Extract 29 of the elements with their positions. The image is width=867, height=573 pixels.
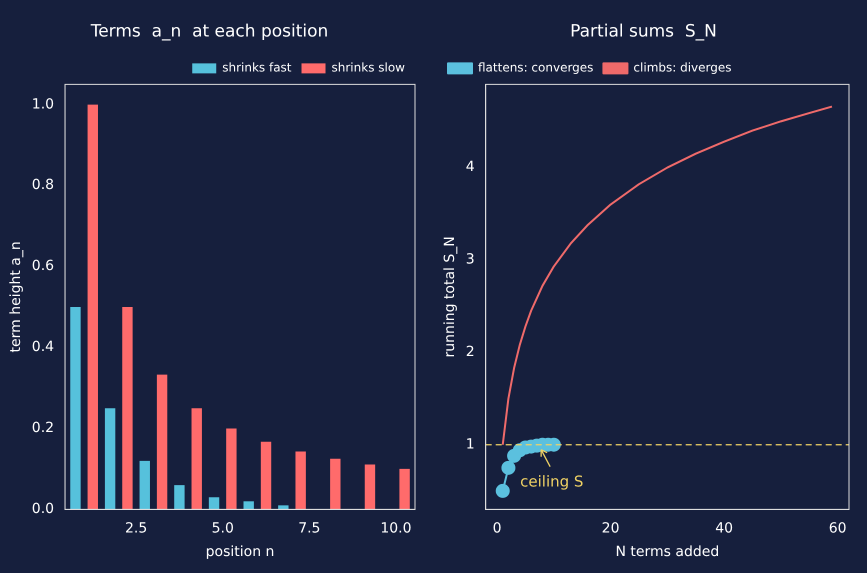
y-tick-label: 0.8 bbox=[32, 177, 54, 194]
x-tick-label: 5.0 bbox=[212, 520, 234, 536]
chart-title: Terms a_n at each position bbox=[90, 22, 328, 42]
y-tick-label: 1 bbox=[466, 436, 475, 452]
y-tick-label: 1.0 bbox=[32, 96, 54, 112]
x-axis-title: position n bbox=[206, 544, 274, 560]
y-tick-label: 4 bbox=[466, 159, 475, 176]
y-tick-label: 0.0 bbox=[32, 501, 54, 518]
annotation: ceiling S bbox=[520, 472, 584, 491]
y-tick-label: 0.2 bbox=[32, 420, 54, 436]
y-axis-title: term height a_n bbox=[8, 241, 24, 353]
legend-label: shrinks fast bbox=[222, 60, 292, 75]
x-tick-label: 10.0 bbox=[380, 520, 412, 536]
x-axis-title: N terms added bbox=[615, 544, 720, 560]
y-tick-label: 0.6 bbox=[32, 258, 54, 274]
x-tick-label: 40 bbox=[715, 520, 734, 536]
legend-label: climbs: diverges bbox=[633, 60, 732, 75]
chart-title: Partial sums S_N bbox=[570, 22, 717, 42]
x-tick-label: 60 bbox=[828, 520, 847, 536]
y-tick-label: 3 bbox=[466, 252, 475, 268]
x-tick-label: 0 bbox=[492, 520, 502, 536]
y-tick-label: 2 bbox=[466, 344, 475, 360]
y-axis-title: running total S_N bbox=[442, 236, 458, 358]
x-tick-label: 7.5 bbox=[298, 520, 320, 536]
legend-label: shrinks slow bbox=[332, 60, 406, 75]
legend-label: flattens: converges bbox=[478, 60, 594, 75]
x-tick-label: 20 bbox=[602, 520, 620, 536]
x-tick-label: 2.5 bbox=[124, 520, 148, 536]
y-tick-label: 0.4 bbox=[32, 339, 54, 356]
